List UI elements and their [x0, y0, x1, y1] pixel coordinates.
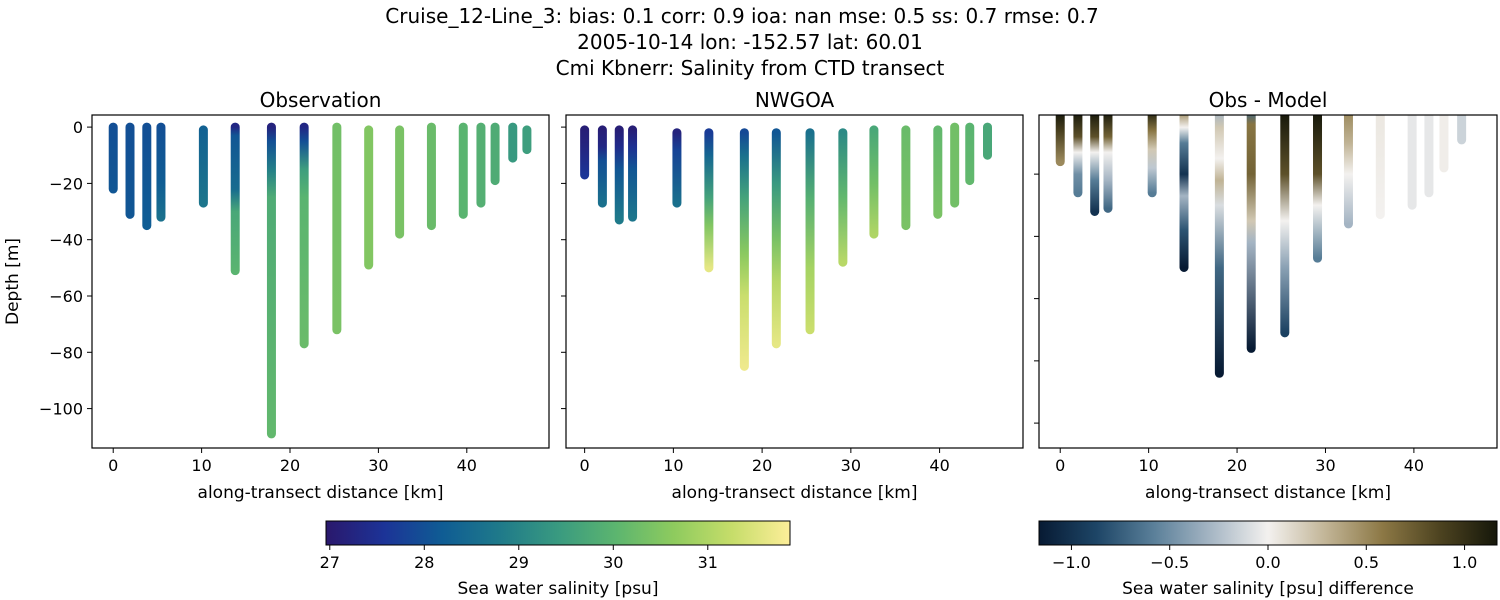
- x-tick-label: 30: [1315, 456, 1335, 475]
- colorbar-label: Sea water salinity [psu] difference: [1122, 579, 1414, 599]
- x-tick-label: 10: [1138, 456, 1158, 475]
- x-axis-label: along-transect distance [km]: [198, 483, 444, 503]
- panel-title: Observation: [260, 88, 382, 112]
- title-line-2: 2005-10-14 lon: -152.57 lat: 60.01: [577, 30, 923, 54]
- x-tick-label: 30: [368, 456, 388, 475]
- y-tick-label: −60: [49, 287, 83, 306]
- colorbar-gradient: [325, 520, 791, 546]
- colorbar-tick-label: 31: [698, 553, 718, 572]
- x-tick-label: 20: [752, 456, 772, 475]
- y-tick-label: 0: [73, 118, 83, 137]
- y-tick-label: −80: [49, 343, 83, 362]
- x-tick-label: 40: [1404, 456, 1424, 475]
- x-tick-label: 30: [841, 456, 861, 475]
- colorbar-tick-label: 29: [509, 553, 529, 572]
- colorbar-label: Sea water salinity [psu]: [458, 579, 659, 599]
- x-tick-label: 0: [108, 456, 118, 475]
- x-axis-label: along-transect distance [km]: [672, 483, 918, 503]
- x-tick-label: 20: [280, 456, 300, 475]
- x-tick-label: 20: [1227, 456, 1247, 475]
- colorbar-1: 27 28 29 30 31 Sea water salinity [psu]: [320, 520, 791, 599]
- colorbar-gradient: [1038, 520, 1498, 546]
- colorbar-tick-label: 1.0: [1452, 553, 1477, 572]
- x-tick-label: 10: [191, 456, 211, 475]
- title-line-3: Cmi Kbnerr: Salinity from CTD transect: [556, 56, 945, 80]
- panel-title: Obs - Model: [1209, 88, 1328, 112]
- colorbar-tick-label: 0.5: [1354, 553, 1379, 572]
- casts: [108, 122, 532, 439]
- axes-frame: [565, 114, 1024, 449]
- x-tick-label: 40: [457, 456, 477, 475]
- colorbar-tick-label: 28: [414, 553, 434, 572]
- colorbar-2: −1.0 −0.5 0.0 0.5 1.0 Sea water salinity [psu…: [1038, 520, 1498, 599]
- panel-1: Observation 0 10 20 30 40 along-transect dista…: [3, 88, 550, 503]
- x-tick-label: 40: [929, 456, 949, 475]
- casts: [1055, 115, 1467, 378]
- x-tick-label: 0: [580, 456, 590, 475]
- axes-frame: [1038, 114, 1498, 449]
- panel-2: NWGOA 0 10 20 30 40 along-transect distance [k…: [561, 88, 1024, 503]
- colorbar-tick-label: 30: [603, 553, 623, 572]
- y-tick-label: −40: [49, 231, 83, 250]
- y-tick-label: −20: [49, 174, 83, 193]
- x-axis-label: along-transect distance [km]: [1145, 483, 1391, 503]
- y-tick-label: −100: [39, 400, 83, 419]
- x-tick-label: 0: [1055, 456, 1065, 475]
- colorbar-tick-label: −1.0: [1052, 553, 1091, 572]
- panel-title: NWGOA: [755, 88, 835, 112]
- axes-frame: [91, 114, 550, 449]
- x-tick-label: 10: [663, 456, 683, 475]
- casts: [580, 122, 993, 371]
- colorbar-tick-label: −0.5: [1150, 553, 1189, 572]
- title-line-1: Cruise_12-Line_3: bias: 0.1 corr: 0.9 io…: [385, 4, 1098, 28]
- y-axis-label: Depth [m]: [3, 238, 23, 325]
- colorbar-tick-label: 0.0: [1255, 553, 1280, 572]
- panel-3: Obs - Model 0 10 20 30 40 along-transect dista…: [1034, 88, 1498, 503]
- colorbar-tick-label: 27: [320, 553, 340, 572]
